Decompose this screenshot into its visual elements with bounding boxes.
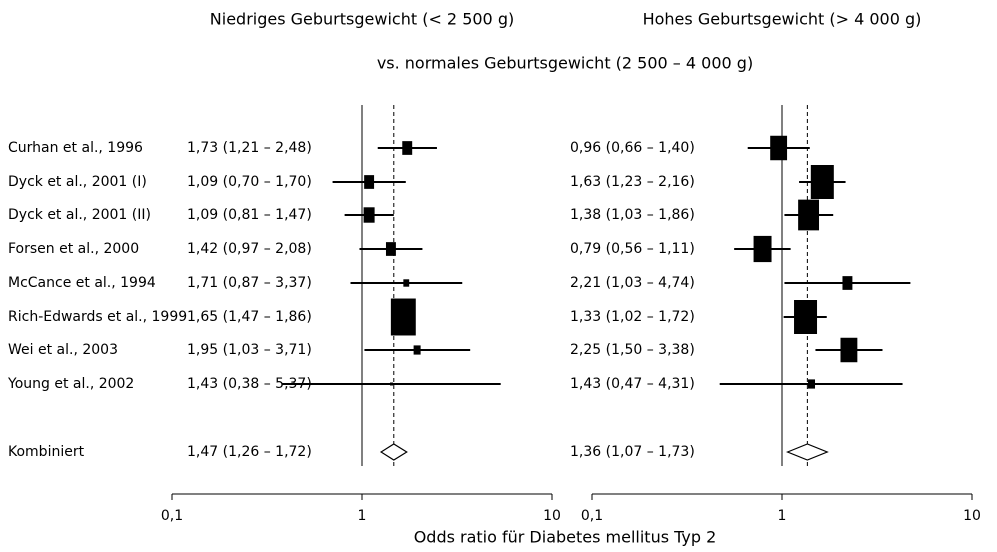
value-label: 1,42 (0,97 – 2,08) <box>187 241 312 257</box>
value-label: 1,09 (0,70 – 1,70) <box>187 174 312 190</box>
study-label: Dyck et al., 2001 (II) <box>8 207 151 223</box>
estimate-box <box>810 165 834 199</box>
x-tick-label: 1 <box>778 508 787 524</box>
value-label: 1,73 (1,21 – 2,48) <box>187 140 312 156</box>
value-label: 1,95 (1,03 – 3,71) <box>187 342 312 358</box>
study-label: Dyck et al., 2001 (I) <box>8 174 147 190</box>
estimate-box <box>753 235 772 263</box>
estimate-box <box>402 141 413 155</box>
estimate-box <box>840 337 858 363</box>
panel-title: Hohes Geburtsgewicht (> 4 000 g) <box>643 10 922 29</box>
value-label: 1,09 (0,81 – 1,47) <box>187 207 312 223</box>
value-label: 1,65 (1,47 – 1,86) <box>187 309 312 325</box>
value-label: 1,71 (0,87 – 3,37) <box>187 275 312 291</box>
estimate-box <box>390 382 394 386</box>
study-label: Forsen et al., 2000 <box>8 241 139 257</box>
estimate-box <box>364 175 375 189</box>
study-label: Rich-Edwards et al., 1999 <box>8 309 187 325</box>
estimate-box <box>363 207 375 223</box>
combined-diamond <box>379 443 408 461</box>
estimate-box <box>808 379 816 389</box>
study-label: Wei et al., 2003 <box>8 342 118 358</box>
combined-diamond <box>785 443 829 461</box>
value-label: 1,43 (0,38 – 5,37) <box>187 376 312 392</box>
x-tick-label: 1 <box>358 508 367 524</box>
value-label: 1,38 (1,03 – 1,86) <box>570 207 695 223</box>
x-tick-label: 0,1 <box>581 508 603 524</box>
study-label: McCance et al., 1994 <box>8 275 156 291</box>
x-tick-label: 10 <box>543 508 561 524</box>
estimate-box <box>413 345 421 355</box>
value-label: 1,63 (1,23 – 2,16) <box>570 174 695 190</box>
value-label: 0,79 (0,56 – 1,11) <box>570 241 695 257</box>
x-tick-label: 0,1 <box>161 508 183 524</box>
value-label: 2,21 (1,03 – 4,74) <box>570 275 695 291</box>
estimate-box <box>798 199 820 231</box>
x-tick-label: 10 <box>963 508 981 524</box>
subtitle: vs. normales Geburtsgewicht (2 500 – 4 0… <box>377 54 753 73</box>
value-label: 1,33 (1,02 – 1,72) <box>570 309 695 325</box>
combined-label: Kombiniert <box>8 444 85 460</box>
estimate-box <box>842 276 853 290</box>
value-label: 1,43 (0,47 – 4,31) <box>570 376 695 392</box>
study-label: Curhan et al., 1996 <box>8 140 143 156</box>
x-axis-title: Odds ratio für Diabetes mellitus Typ 2 <box>414 528 717 547</box>
study-label: Young et al., 2002 <box>7 376 134 392</box>
estimate-box <box>385 242 396 256</box>
estimate-box <box>390 298 416 336</box>
panel-title: Niedriges Geburtsgewicht (< 2 500 g) <box>210 10 514 29</box>
estimate-box <box>794 300 818 334</box>
value-label: 2,25 (1,50 – 3,38) <box>570 342 695 358</box>
combined-value-label: 1,36 (1,07 – 1,73) <box>570 444 695 460</box>
value-label: 0,96 (0,66 – 1,40) <box>570 140 695 156</box>
combined-value-label: 1,47 (1,26 – 1,72) <box>187 444 312 460</box>
estimate-box <box>403 279 410 287</box>
estimate-box <box>770 135 788 161</box>
